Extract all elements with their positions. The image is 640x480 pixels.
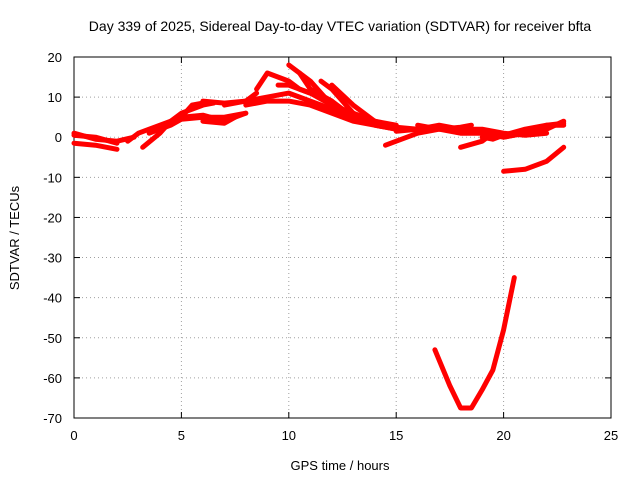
data-series bbox=[71, 62, 567, 411]
y-axis-label: SDTVAR / TECUs bbox=[7, 185, 22, 290]
series-arc-24 bbox=[432, 275, 517, 411]
y-tick-label: -50 bbox=[43, 331, 62, 346]
x-tick-label: 25 bbox=[604, 428, 618, 443]
series-arc-2 bbox=[71, 140, 120, 152]
y-tick-label: -20 bbox=[43, 210, 62, 225]
series-arc-22 bbox=[479, 122, 567, 142]
chart-title: Day 339 of 2025, Sidereal Day-to-day VTE… bbox=[89, 18, 592, 34]
series-arc-8 bbox=[200, 114, 238, 126]
y-tick-label: 20 bbox=[48, 50, 62, 65]
x-tick-label: 5 bbox=[178, 428, 185, 443]
y-tick-label: -70 bbox=[43, 411, 62, 426]
x-axis-label: GPS time / hours bbox=[291, 458, 390, 473]
y-tick-label: -40 bbox=[43, 291, 62, 306]
x-tick-label: 20 bbox=[496, 428, 510, 443]
series-arc-17 bbox=[329, 82, 378, 124]
series-arc-23 bbox=[501, 144, 567, 174]
series-arc-15 bbox=[297, 70, 335, 108]
y-tick-label: -30 bbox=[43, 251, 62, 266]
x-tick-label: 10 bbox=[282, 428, 296, 443]
x-tick-label: 0 bbox=[70, 428, 77, 443]
plot-frame bbox=[73, 56, 612, 419]
y-tick-label: 10 bbox=[48, 90, 62, 105]
y-tick-label: 0 bbox=[55, 130, 62, 145]
series-arc-5 bbox=[140, 100, 217, 150]
x-tick-label: 15 bbox=[389, 428, 403, 443]
y-tick-label: -10 bbox=[43, 170, 62, 185]
axis-ticks: 0 5 10 15 20 25 -70 -60 -50 -40 -30 -20 -10 0 10 20 bbox=[43, 50, 618, 443]
series-arc-16 bbox=[318, 78, 399, 132]
series-arc-3 bbox=[71, 132, 120, 146]
y-tick-label: -60 bbox=[43, 371, 62, 386]
